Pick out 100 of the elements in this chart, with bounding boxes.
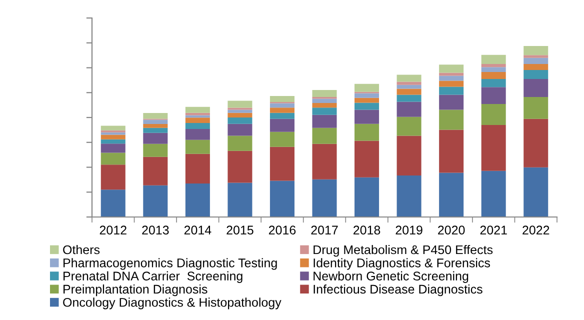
bar xyxy=(481,64,506,68)
bar xyxy=(270,103,294,108)
bar xyxy=(228,182,252,217)
legend-label: Oncology Diagnostics & Histopathology xyxy=(63,298,282,310)
bar xyxy=(524,46,548,56)
bar xyxy=(312,98,337,103)
bar xyxy=(439,72,464,76)
bar xyxy=(481,170,506,217)
bar xyxy=(439,172,464,217)
bar xyxy=(524,55,548,58)
bar xyxy=(100,126,126,130)
bar xyxy=(228,136,252,151)
bar xyxy=(143,144,168,157)
legend-label: Prenatal DNA Carrier Screening xyxy=(64,271,242,283)
bar xyxy=(481,72,506,80)
bar xyxy=(185,122,210,129)
x-tick-label: 2016 xyxy=(268,226,296,235)
bar xyxy=(396,84,422,89)
bar xyxy=(312,102,337,108)
bar xyxy=(143,113,168,119)
bar xyxy=(354,84,380,92)
bar xyxy=(270,132,294,147)
bar xyxy=(100,164,126,190)
bar xyxy=(439,76,464,81)
bar xyxy=(524,118,548,168)
bar xyxy=(396,74,422,82)
bar xyxy=(396,175,422,217)
bar xyxy=(481,54,506,64)
x-tick-label: 2018 xyxy=(354,226,380,235)
x-tick-label: 2015 xyxy=(226,226,254,235)
bar xyxy=(396,102,422,117)
bar xyxy=(524,58,548,64)
bar xyxy=(354,124,380,141)
bar xyxy=(185,112,210,116)
bar xyxy=(143,132,168,144)
bar xyxy=(100,152,126,165)
bar xyxy=(100,144,126,153)
bar xyxy=(524,167,548,217)
x-tick-label: 2019 xyxy=(396,226,422,235)
bar xyxy=(100,139,126,144)
legend-label: Newborn Genetic Screening xyxy=(314,271,468,283)
bar xyxy=(228,110,252,113)
bar xyxy=(439,94,464,110)
x-tick-label: 2014 xyxy=(184,226,212,235)
bar xyxy=(228,118,252,124)
legend-label: Pharmacogenomics Diagnostic Testing xyxy=(64,258,277,270)
bar xyxy=(524,79,548,97)
bar xyxy=(270,112,294,119)
bar xyxy=(481,79,506,88)
bar xyxy=(481,104,506,126)
bar xyxy=(354,110,380,124)
bar xyxy=(185,154,210,184)
bar xyxy=(270,108,294,113)
bar xyxy=(312,108,337,115)
bar xyxy=(228,112,252,118)
bar xyxy=(524,64,548,70)
bar xyxy=(185,106,210,113)
x-tick-label: 2017 xyxy=(311,226,338,235)
bar xyxy=(354,93,380,98)
bar xyxy=(185,118,210,123)
bar xyxy=(143,128,168,133)
bar xyxy=(270,146,294,181)
bar xyxy=(143,124,168,128)
bar xyxy=(143,185,168,217)
legend-label: Others xyxy=(63,245,100,254)
bar xyxy=(312,179,337,217)
bar xyxy=(396,82,422,85)
bar xyxy=(100,190,126,217)
legend-label: Drug Metabolism & P450 Effects xyxy=(314,245,493,257)
bar xyxy=(439,130,464,173)
bar xyxy=(100,132,126,135)
bar xyxy=(439,80,464,87)
bar xyxy=(439,64,464,73)
x-tick-label: 2021 xyxy=(480,226,507,235)
x-tick-label: 2013 xyxy=(142,226,169,235)
bar xyxy=(312,144,337,180)
bar xyxy=(481,125,506,171)
bar xyxy=(354,140,380,178)
bar xyxy=(524,70,548,80)
bar xyxy=(439,86,464,95)
x-tick-label: 2022 xyxy=(522,226,550,235)
bar xyxy=(228,124,252,136)
bar xyxy=(143,156,168,186)
bar xyxy=(481,67,506,72)
legend-label: Preimplantation Diagnosis xyxy=(64,284,208,296)
bar xyxy=(354,98,380,103)
bar xyxy=(228,100,252,108)
bar xyxy=(396,136,422,176)
bar xyxy=(185,183,210,217)
bar xyxy=(354,102,380,110)
bar xyxy=(270,118,294,132)
x-tick-label: 2020 xyxy=(438,226,465,235)
bar xyxy=(228,150,252,183)
bar xyxy=(270,96,294,102)
bar xyxy=(312,114,337,128)
bar xyxy=(185,140,210,154)
bar xyxy=(312,128,337,144)
bar xyxy=(439,110,464,130)
bar xyxy=(481,87,506,104)
bar xyxy=(524,96,548,119)
